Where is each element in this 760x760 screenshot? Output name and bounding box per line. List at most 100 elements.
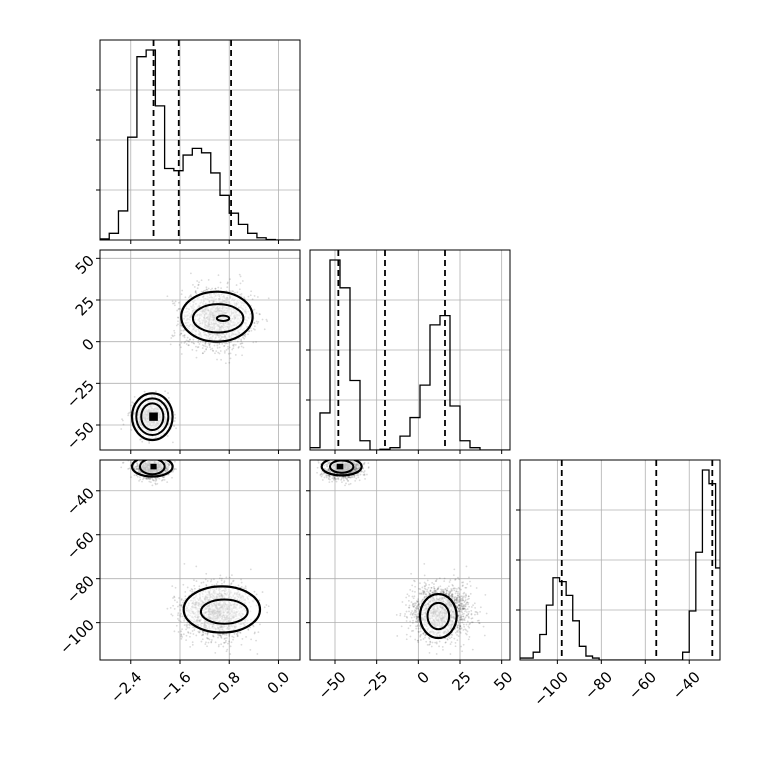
sample-point (198, 585, 201, 588)
sample-point (137, 468, 140, 471)
sample-point (240, 338, 243, 341)
sample-point (229, 278, 231, 281)
sample-point (197, 284, 200, 287)
sample-point (195, 580, 198, 583)
sample-point (202, 340, 204, 343)
sample-point (187, 631, 189, 633)
sample-point (223, 581, 226, 584)
sample-point (122, 423, 125, 426)
sample-point (227, 642, 229, 645)
sample-point (212, 635, 215, 638)
sample-point (180, 346, 182, 349)
sample-point (179, 609, 182, 611)
sample-point (223, 580, 226, 583)
sample-point (206, 631, 209, 634)
sample-point (172, 597, 174, 599)
sample-point (183, 617, 186, 620)
sample-point (197, 346, 200, 348)
sample-point (121, 418, 123, 421)
sample-point (220, 636, 223, 639)
sample-point (225, 634, 228, 636)
sample-point (195, 292, 198, 295)
sample-point (138, 469, 141, 472)
sample-point (220, 287, 223, 290)
sample-point (255, 341, 257, 343)
sample-point (223, 350, 226, 353)
sample-point (195, 345, 197, 348)
sample-point (219, 634, 222, 637)
sample-point (206, 288, 208, 291)
sample-point (229, 645, 232, 648)
sample-point (258, 313, 261, 315)
sample-point (135, 474, 138, 476)
sample-point (121, 461, 124, 464)
sample-point (181, 289, 184, 292)
sample-point (204, 632, 207, 635)
sample-point (178, 301, 180, 304)
sample-point (196, 287, 199, 290)
sample-point (193, 587, 196, 590)
sample-point (189, 338, 191, 341)
sample-point (177, 308, 180, 311)
sample-point (180, 630, 183, 633)
sample-point (164, 470, 167, 473)
sample-point (130, 461, 133, 464)
sample-point (232, 636, 235, 639)
sample-point (171, 476, 173, 479)
sample-point (189, 338, 191, 341)
sample-point (177, 612, 180, 615)
sample-point (147, 456, 149, 458)
sample-point (211, 347, 214, 350)
sample-point (205, 288, 208, 291)
sample-point (266, 611, 269, 614)
sample-point (240, 340, 243, 342)
sample-point (217, 636, 219, 639)
sample-point (218, 342, 221, 345)
sample-point (155, 477, 158, 480)
sample-point (189, 294, 192, 296)
sample-point (178, 344, 181, 346)
sample-point (208, 346, 211, 348)
sample-point (245, 636, 247, 638)
sample-point (217, 274, 220, 277)
sample-point (190, 341, 193, 344)
sample-point (232, 347, 235, 350)
sample-point (167, 463, 170, 466)
sample-point (121, 419, 124, 422)
contour-line (180, 290, 254, 343)
sample-point (151, 478, 154, 481)
sample-point (242, 336, 244, 339)
sample-point (219, 664, 221, 666)
sample-point (165, 468, 168, 471)
sample-point (163, 478, 166, 481)
sample-point (189, 632, 192, 635)
sample-point (168, 464, 170, 467)
sample-point (136, 465, 139, 468)
sample-point (147, 458, 149, 460)
sample-point (218, 352, 221, 355)
sample-point (135, 467, 138, 470)
sample-point (201, 352, 204, 355)
sample-point (221, 633, 224, 636)
sample-point (216, 581, 219, 583)
sample-point (172, 335, 175, 338)
sample-point (236, 291, 239, 294)
sample-point (237, 346, 240, 349)
sample-point (261, 591, 264, 593)
sample-point (239, 632, 242, 634)
sample-point (228, 361, 231, 364)
sample-point (177, 614, 179, 616)
sample-point (180, 604, 182, 607)
sample-point (224, 637, 227, 640)
sample-point (192, 338, 195, 341)
sample-point (192, 342, 195, 344)
sample-point (230, 583, 232, 585)
sample-point (220, 579, 223, 582)
sample-point (221, 577, 223, 580)
sample-point (177, 617, 179, 620)
sample-point (139, 438, 142, 441)
sample-point (138, 479, 140, 482)
sample-point (176, 601, 179, 604)
sample-point (167, 392, 169, 394)
sample-point (186, 336, 189, 339)
